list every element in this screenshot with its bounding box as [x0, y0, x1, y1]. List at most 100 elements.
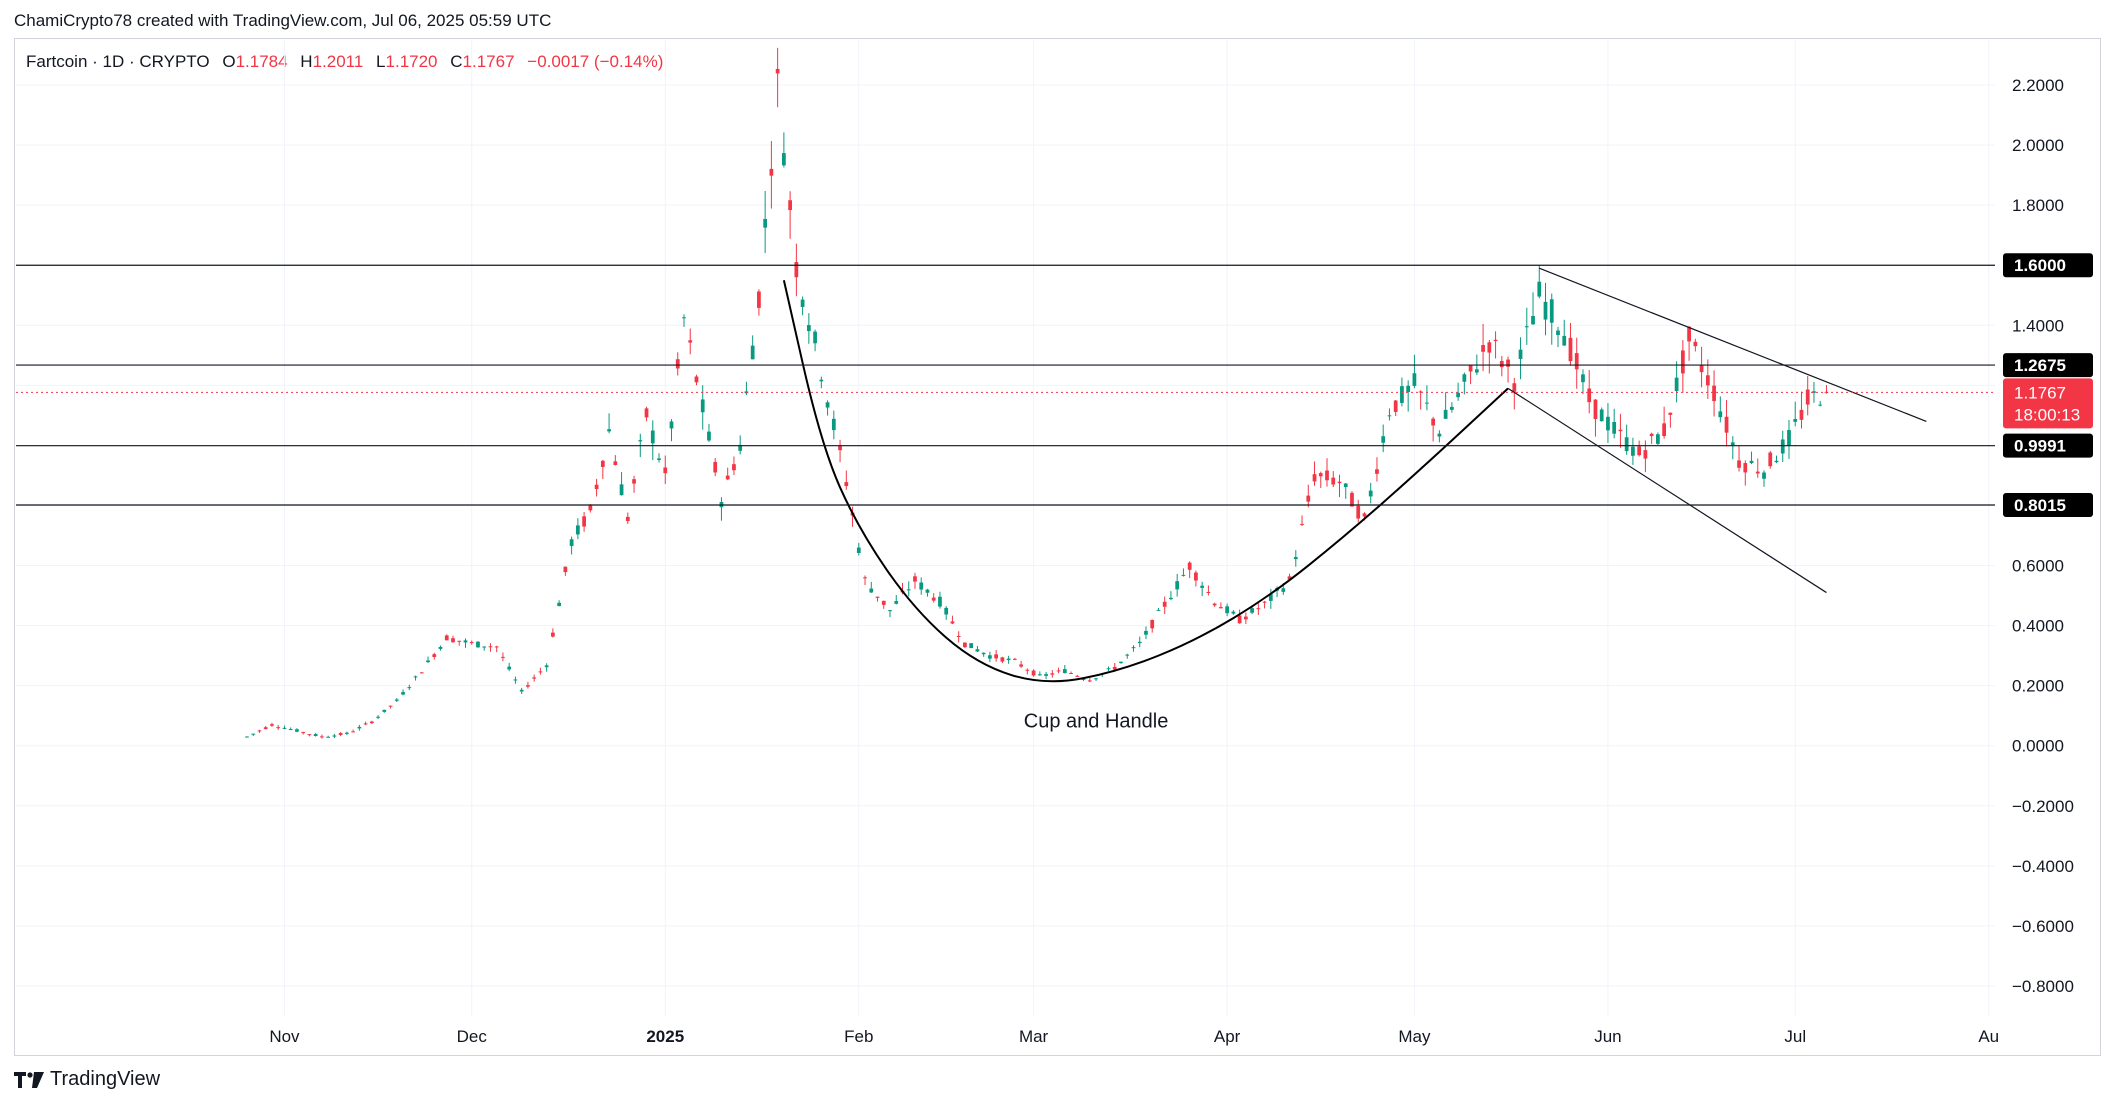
- cup-curve: [782, 280, 1509, 683]
- candle-body: [1593, 399, 1598, 419]
- symbol-name[interactable]: Fartcoin · 1D · CRYPTO: [26, 52, 210, 71]
- candle-body: [775, 68, 780, 74]
- candle-body: [1219, 607, 1223, 609]
- candle-body: [270, 724, 274, 726]
- x-tick-label: Au: [1978, 1027, 1999, 1046]
- candle-body: [1362, 513, 1367, 517]
- low-value: 1.1720: [385, 52, 438, 71]
- candle-body: [532, 677, 537, 679]
- candle-body: [1512, 383, 1517, 392]
- candles-group: [245, 47, 1829, 739]
- level-label: 1.6000: [2014, 256, 2066, 275]
- candle-body: [1019, 664, 1023, 667]
- candle-body: [700, 399, 705, 413]
- x-tick-label: Jul: [1784, 1027, 1806, 1046]
- candle-body: [1612, 422, 1617, 434]
- level-label-bg: [2003, 253, 2093, 278]
- candle-body: [1687, 326, 1691, 342]
- candle-body: [919, 582, 924, 590]
- candle-body: [1662, 423, 1666, 437]
- candle-body: [1425, 402, 1429, 404]
- candle-body: [369, 721, 374, 724]
- candle-body: [906, 589, 911, 591]
- candle-body: [1618, 429, 1623, 432]
- y-tick-label: 0.6000: [2012, 557, 2064, 576]
- candle-body: [1231, 611, 1236, 614]
- candle-body: [1668, 412, 1673, 415]
- tradingview-logo[interactable]: TradingView: [14, 1068, 160, 1091]
- candle-body: [1699, 365, 1704, 373]
- close-label: C: [450, 52, 463, 71]
- candle-body: [1375, 469, 1379, 474]
- candle-body: [669, 421, 674, 429]
- candle-body: [994, 654, 999, 659]
- candle-body: [1368, 490, 1373, 497]
- candle-body: [1062, 669, 1067, 674]
- candle-body: [1087, 680, 1092, 682]
- chart-credit: ChamiCrypto78 created with TradingView.c…: [14, 11, 552, 30]
- candle-body: [888, 610, 892, 612]
- countdown-label: 18:00:13: [2014, 405, 2080, 424]
- x-tick-label: 2025: [646, 1027, 684, 1046]
- candle-body: [1412, 373, 1417, 386]
- y-tick-label: −0.6000: [2012, 917, 2074, 936]
- candle-body: [1200, 585, 1205, 588]
- candle-body: [444, 635, 449, 641]
- y-tick-label: −0.2000: [2012, 797, 2074, 816]
- candle-body: [632, 479, 636, 484]
- high-value: 1.2011: [312, 52, 364, 71]
- candle-body: [788, 200, 792, 211]
- candle-body: [725, 475, 730, 480]
- candle-body: [1631, 446, 1635, 456]
- candle-body: [575, 525, 580, 535]
- candle-body: [750, 345, 755, 360]
- candle-body: [1443, 409, 1448, 419]
- candle-body: [1194, 572, 1198, 581]
- candle-body: [1556, 330, 1560, 335]
- candle-body: [613, 461, 618, 465]
- candle-body: [1169, 597, 1173, 600]
- candle-body: [1749, 460, 1754, 464]
- candle-body: [1393, 400, 1398, 412]
- candle-body: [1487, 342, 1492, 353]
- candle-body: [1350, 492, 1354, 507]
- candle-body: [794, 262, 799, 278]
- candle-body: [1343, 483, 1348, 488]
- candle-body: [1418, 391, 1423, 393]
- candle-body: [1518, 349, 1523, 359]
- candle-body: [825, 402, 830, 408]
- candle-body: [282, 727, 287, 729]
- candle-body: [438, 646, 443, 649]
- candle-body: [482, 646, 487, 648]
- candle-body: [1000, 657, 1005, 662]
- open-label: O: [222, 52, 236, 71]
- candle-body: [1025, 669, 1030, 671]
- candle-body: [494, 646, 499, 648]
- candle-body: [1250, 608, 1254, 613]
- candle-body: [1281, 588, 1286, 592]
- candle-body: [463, 640, 468, 643]
- candle-body: [806, 325, 811, 332]
- candle-body: [1780, 439, 1785, 454]
- candle-body: [288, 729, 293, 731]
- candle-body: [276, 727, 281, 729]
- candle-body: [1506, 359, 1510, 367]
- y-tick-label: 2.0000: [2012, 136, 2064, 155]
- candle-body: [338, 733, 343, 735]
- candle-body: [694, 376, 699, 383]
- candle-body: [469, 642, 474, 644]
- candle-body: [320, 736, 324, 738]
- candle-body: [1462, 374, 1467, 382]
- candle-body: [1793, 419, 1798, 422]
- candle-body: [931, 597, 936, 601]
- current-price-tag: [2003, 378, 2093, 429]
- candle-body: [707, 431, 711, 441]
- candle-body: [426, 660, 430, 663]
- candle-body: [1674, 377, 1679, 392]
- candle-body: [782, 153, 786, 166]
- candle-body: [1318, 473, 1323, 477]
- symbol-legend: Fartcoin · 1D · CRYPTO O1.1784 H1.2011 L…: [26, 52, 663, 72]
- candle-body: [388, 705, 393, 707]
- candle-body: [351, 731, 355, 733]
